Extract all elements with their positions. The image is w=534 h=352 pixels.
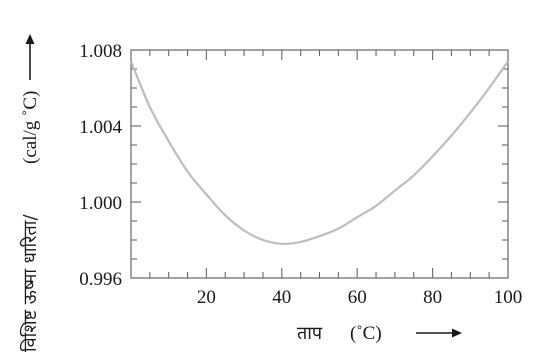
x-tick-label: 80 bbox=[423, 287, 442, 308]
y-axis-label: विशिष्ट ऊष्मा धारिता/ bbox=[19, 214, 41, 352]
x-tick-label: 20 bbox=[197, 287, 216, 308]
plot-frame bbox=[130, 49, 509, 279]
y-axis-unit: (cal/g ˚C) bbox=[20, 91, 41, 164]
x-tick-label: 100 bbox=[494, 287, 523, 308]
y-tick-label: 1.004 bbox=[79, 117, 122, 138]
y-tick-label: 0.996 bbox=[79, 269, 122, 290]
series-layer bbox=[129, 60, 509, 245]
x-axis-unit: (˚C) bbox=[350, 323, 382, 344]
y-tick-label: 1.008 bbox=[79, 41, 122, 62]
y-tick-label: 1.000 bbox=[79, 193, 122, 214]
x-tick-label: 60 bbox=[348, 287, 367, 308]
y-axis-ticks bbox=[131, 68, 508, 260]
x-axis-ticks bbox=[149, 50, 490, 278]
x-axis-tick-labels: 20 40 60 80 100 bbox=[197, 287, 522, 308]
specific-heat-line bbox=[129, 60, 509, 245]
x-tick-label: 40 bbox=[272, 287, 291, 308]
y-axis-tick-labels: 0.996 1.000 1.004 1.008 bbox=[79, 41, 122, 290]
x-axis-label: ताप bbox=[297, 323, 323, 344]
x-axis-arrow-icon bbox=[416, 328, 462, 338]
y-axis-arrow-icon bbox=[25, 34, 35, 80]
